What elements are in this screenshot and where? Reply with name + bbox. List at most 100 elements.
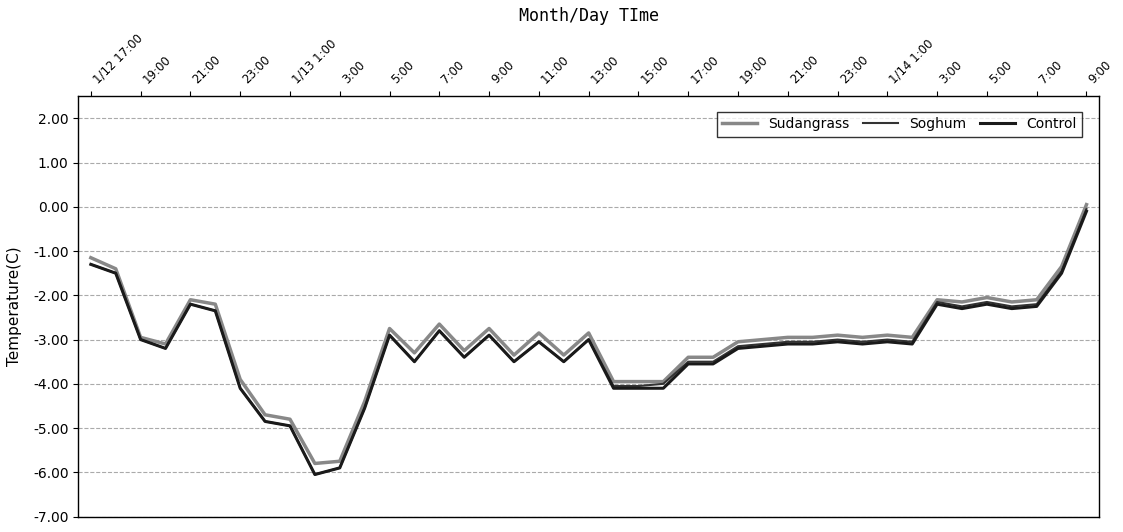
Soghum [508,359,521,365]
Sudangrass [856,334,869,340]
Control [1079,208,1093,214]
Soghum [1005,303,1019,310]
Sudangrass [806,334,820,340]
Sudangrass [109,265,122,272]
Sudangrass [158,341,172,347]
Control [557,359,570,365]
Sudangrass [582,330,595,336]
Sudangrass [532,330,546,336]
Soghum [930,299,943,305]
Sudangrass [308,460,321,467]
Control [1005,305,1019,312]
Soghum [109,270,122,277]
Soghum [706,359,720,365]
Sudangrass [606,378,620,385]
Control [1054,270,1068,277]
Sudangrass [831,332,844,338]
Control [1030,303,1043,310]
Control [756,343,769,350]
Soghum [234,385,247,392]
Soghum [432,328,446,334]
Sudangrass [1079,202,1093,208]
Sudangrass [557,352,570,358]
Sudangrass [483,326,496,332]
Soghum [731,343,745,350]
Control [109,270,122,277]
Control [831,338,844,345]
Control [956,305,969,312]
Soghum [334,464,347,471]
Control [731,345,745,352]
Sudangrass [632,378,646,385]
Soghum [856,338,869,345]
Control [806,341,820,347]
Soghum [1030,301,1043,307]
Control [706,361,720,367]
Control [880,338,894,345]
Control [905,341,919,347]
Soghum [158,345,172,352]
Control [483,332,496,338]
Sudangrass [682,354,695,361]
Control [383,332,396,338]
Control [980,301,994,307]
Y-axis label: Temperature(C): Temperature(C) [7,246,22,366]
Soghum [980,299,994,305]
Sudangrass [657,378,670,385]
Control [334,464,347,471]
Soghum [956,303,969,310]
Control [134,336,147,343]
Control [532,338,546,345]
Control [408,359,421,365]
Control [657,385,670,392]
Sudangrass [334,458,347,464]
Sudangrass [956,299,969,305]
Control [582,336,595,343]
Control [209,307,222,314]
Control [457,354,471,361]
Soghum [632,383,646,389]
Soghum [880,336,894,343]
Soghum [184,301,198,307]
Soghum [134,336,147,343]
Sudangrass [358,398,372,405]
Sudangrass [706,354,720,361]
Control [84,261,98,268]
Control [930,301,943,307]
Sudangrass [930,296,943,303]
Control [308,471,321,478]
Soghum [1054,268,1068,274]
Soghum [308,471,321,478]
Soghum [408,359,421,365]
Soghum [457,354,471,361]
Line: Soghum: Soghum [91,209,1086,475]
Line: Control: Control [91,211,1086,475]
Soghum [283,422,296,429]
Soghum [780,338,794,345]
Sudangrass [880,332,894,338]
Control [780,341,794,347]
Sudangrass [408,350,421,356]
Control [632,385,646,392]
Soghum [358,405,372,411]
Control [508,359,521,365]
Soghum [606,383,620,389]
Sudangrass [234,376,247,383]
Sudangrass [383,326,396,332]
Sudangrass [780,334,794,340]
Control [184,301,198,307]
Soghum [209,307,222,314]
Sudangrass [980,294,994,301]
Soghum [831,336,844,343]
Soghum [483,332,496,338]
Control [158,345,172,352]
Sudangrass [905,334,919,340]
Soghum [383,332,396,338]
Soghum [682,359,695,365]
Control [682,361,695,367]
Sudangrass [457,347,471,354]
Control [258,418,272,425]
Sudangrass [1030,296,1043,303]
Soghum [532,338,546,345]
Sudangrass [283,416,296,422]
